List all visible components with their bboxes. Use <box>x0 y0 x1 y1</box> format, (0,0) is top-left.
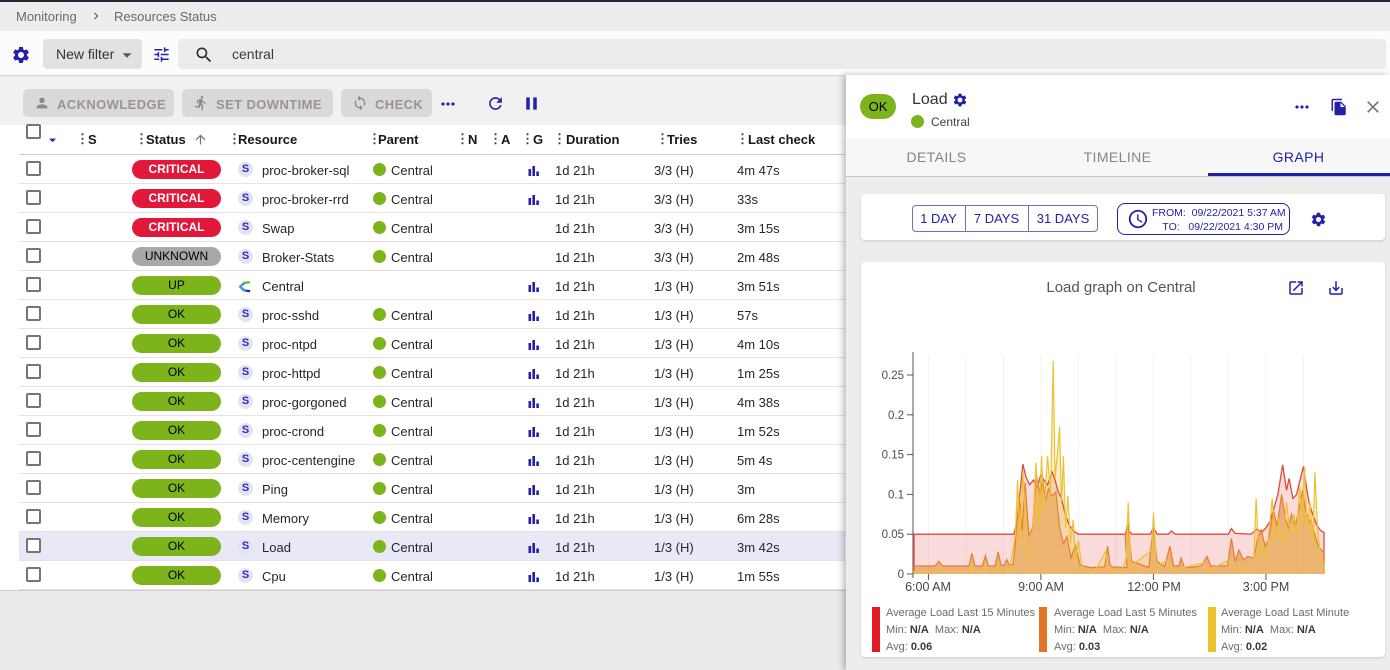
svg-text:12:00 PM: 12:00 PM <box>1127 580 1181 594</box>
svg-text:0.1: 0.1 <box>888 489 904 501</box>
svg-text:6:00 AM: 6:00 AM <box>905 580 951 594</box>
svg-text:0.25: 0.25 <box>882 370 904 382</box>
svg-text:0: 0 <box>898 569 904 581</box>
svg-text:9:00 AM: 9:00 AM <box>1018 580 1064 594</box>
svg-text:3:00 PM: 3:00 PM <box>1243 580 1290 594</box>
svg-text:0.05: 0.05 <box>882 529 904 541</box>
svg-text:0.15: 0.15 <box>882 450 904 462</box>
svg-text:0.2: 0.2 <box>888 410 904 422</box>
